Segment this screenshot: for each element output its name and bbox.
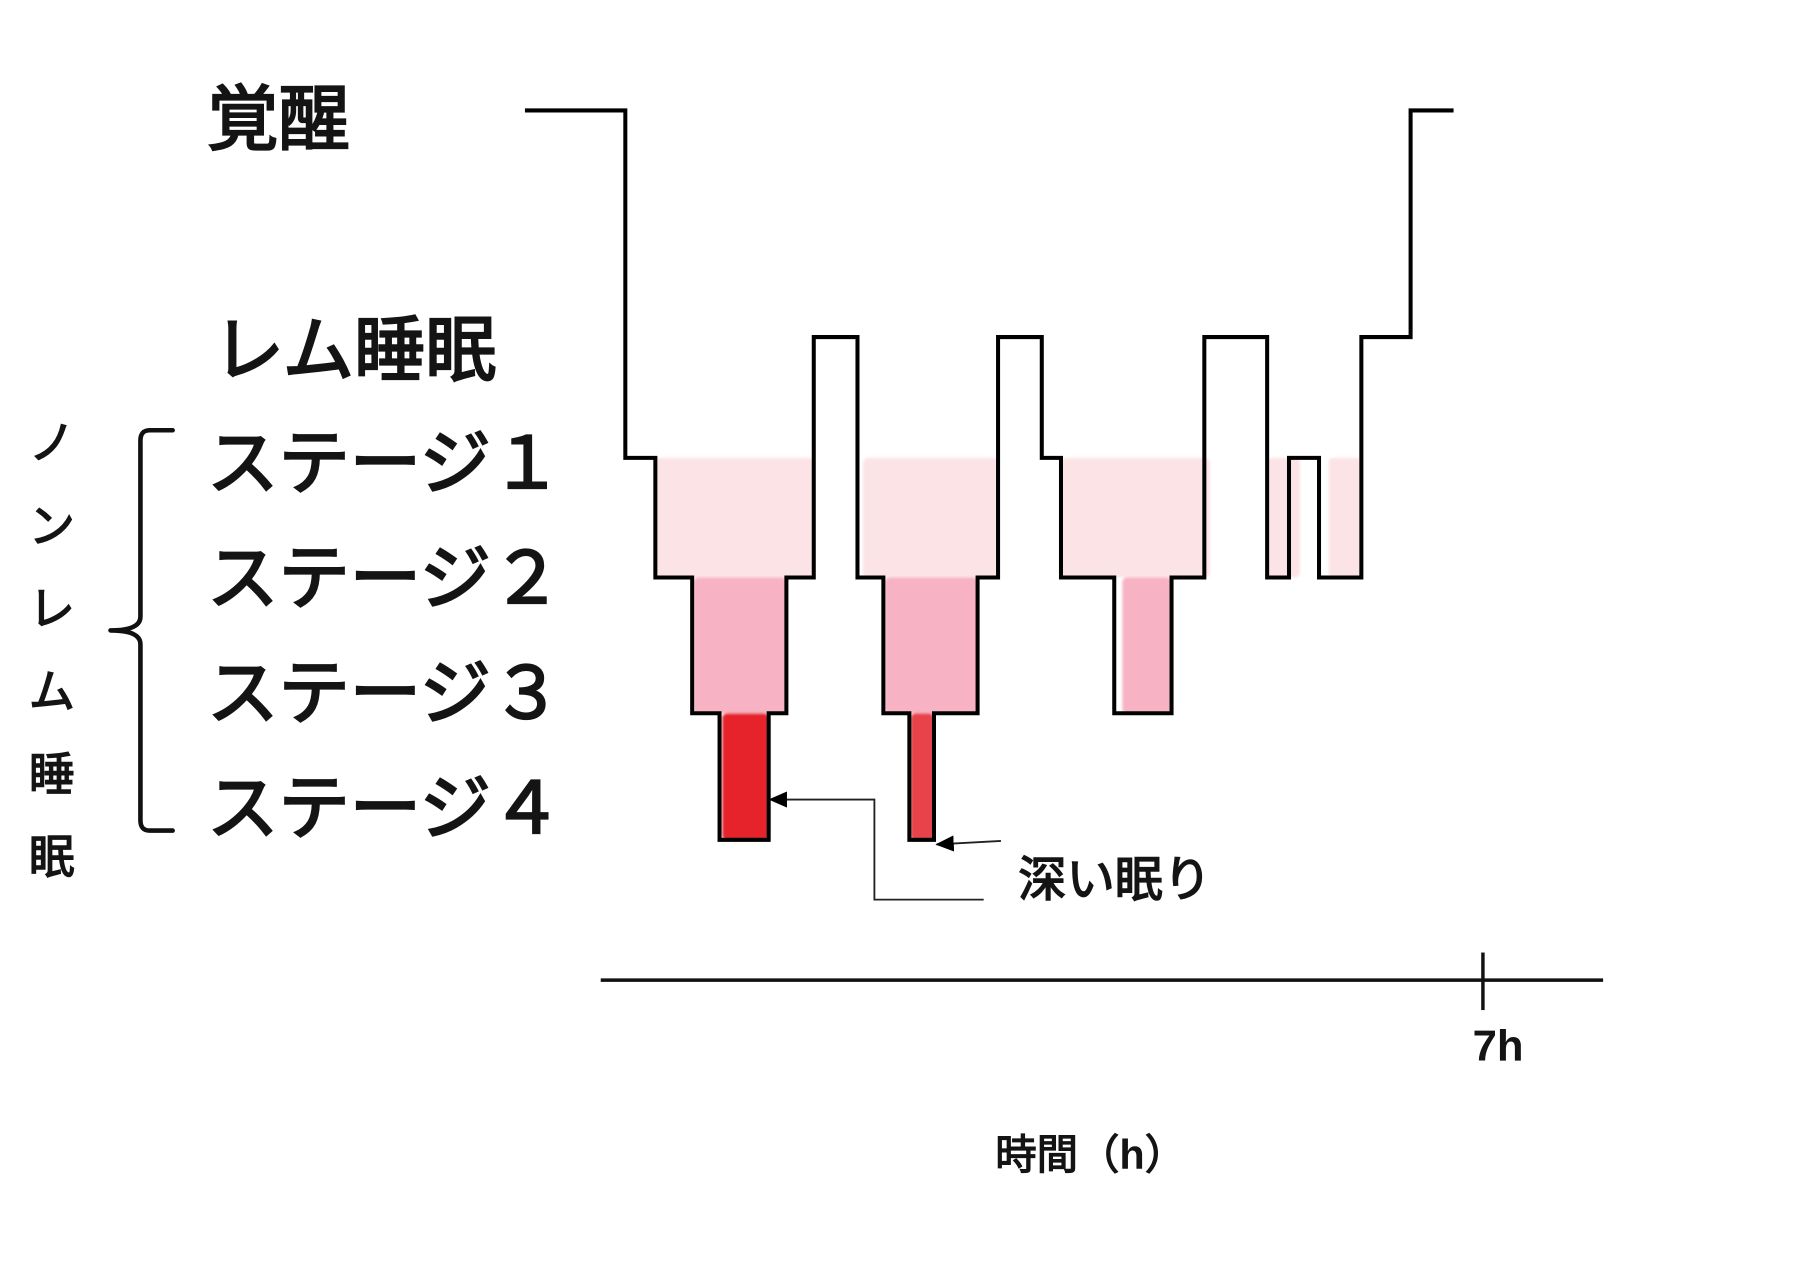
annotation-arrow [768,791,984,901]
stage-highlights [655,457,1362,840]
stage-highlight [1060,457,1210,578]
annotation-arrow [935,835,1001,852]
stage-highlight [1122,577,1172,714]
annotation-label: 深い眠り [1018,853,1211,907]
stage-highlight [655,457,814,578]
x-axis: 7h [600,952,1604,1071]
stage-highlight [884,577,978,714]
hypnogram-line [524,108,1454,842]
stage-highlight [862,457,999,578]
stage-highlight [910,713,934,840]
nonrem-brace [108,427,175,833]
y-label-stage3: ステージ３ [207,654,562,734]
stage-highlight [1328,457,1362,578]
x-axis-label: 時間（h） [995,1132,1186,1178]
nonrem-group-label: ノンレム睡眠 [29,417,75,883]
stage-highlight [722,713,769,840]
stage-highlight [1267,457,1300,578]
y-label-stage1: ステージ１ [207,424,562,504]
y-label-rem: レム睡眠 [213,311,497,391]
hypnogram-series [524,108,1454,842]
stage-highlight [693,577,787,714]
y-label-stage4: ステージ４ [207,769,562,849]
y-label-wake: 覚醒 [207,80,350,160]
y-label-stage2: ステージ２ [207,539,562,619]
x-tick-label: 7h [1473,1022,1524,1071]
